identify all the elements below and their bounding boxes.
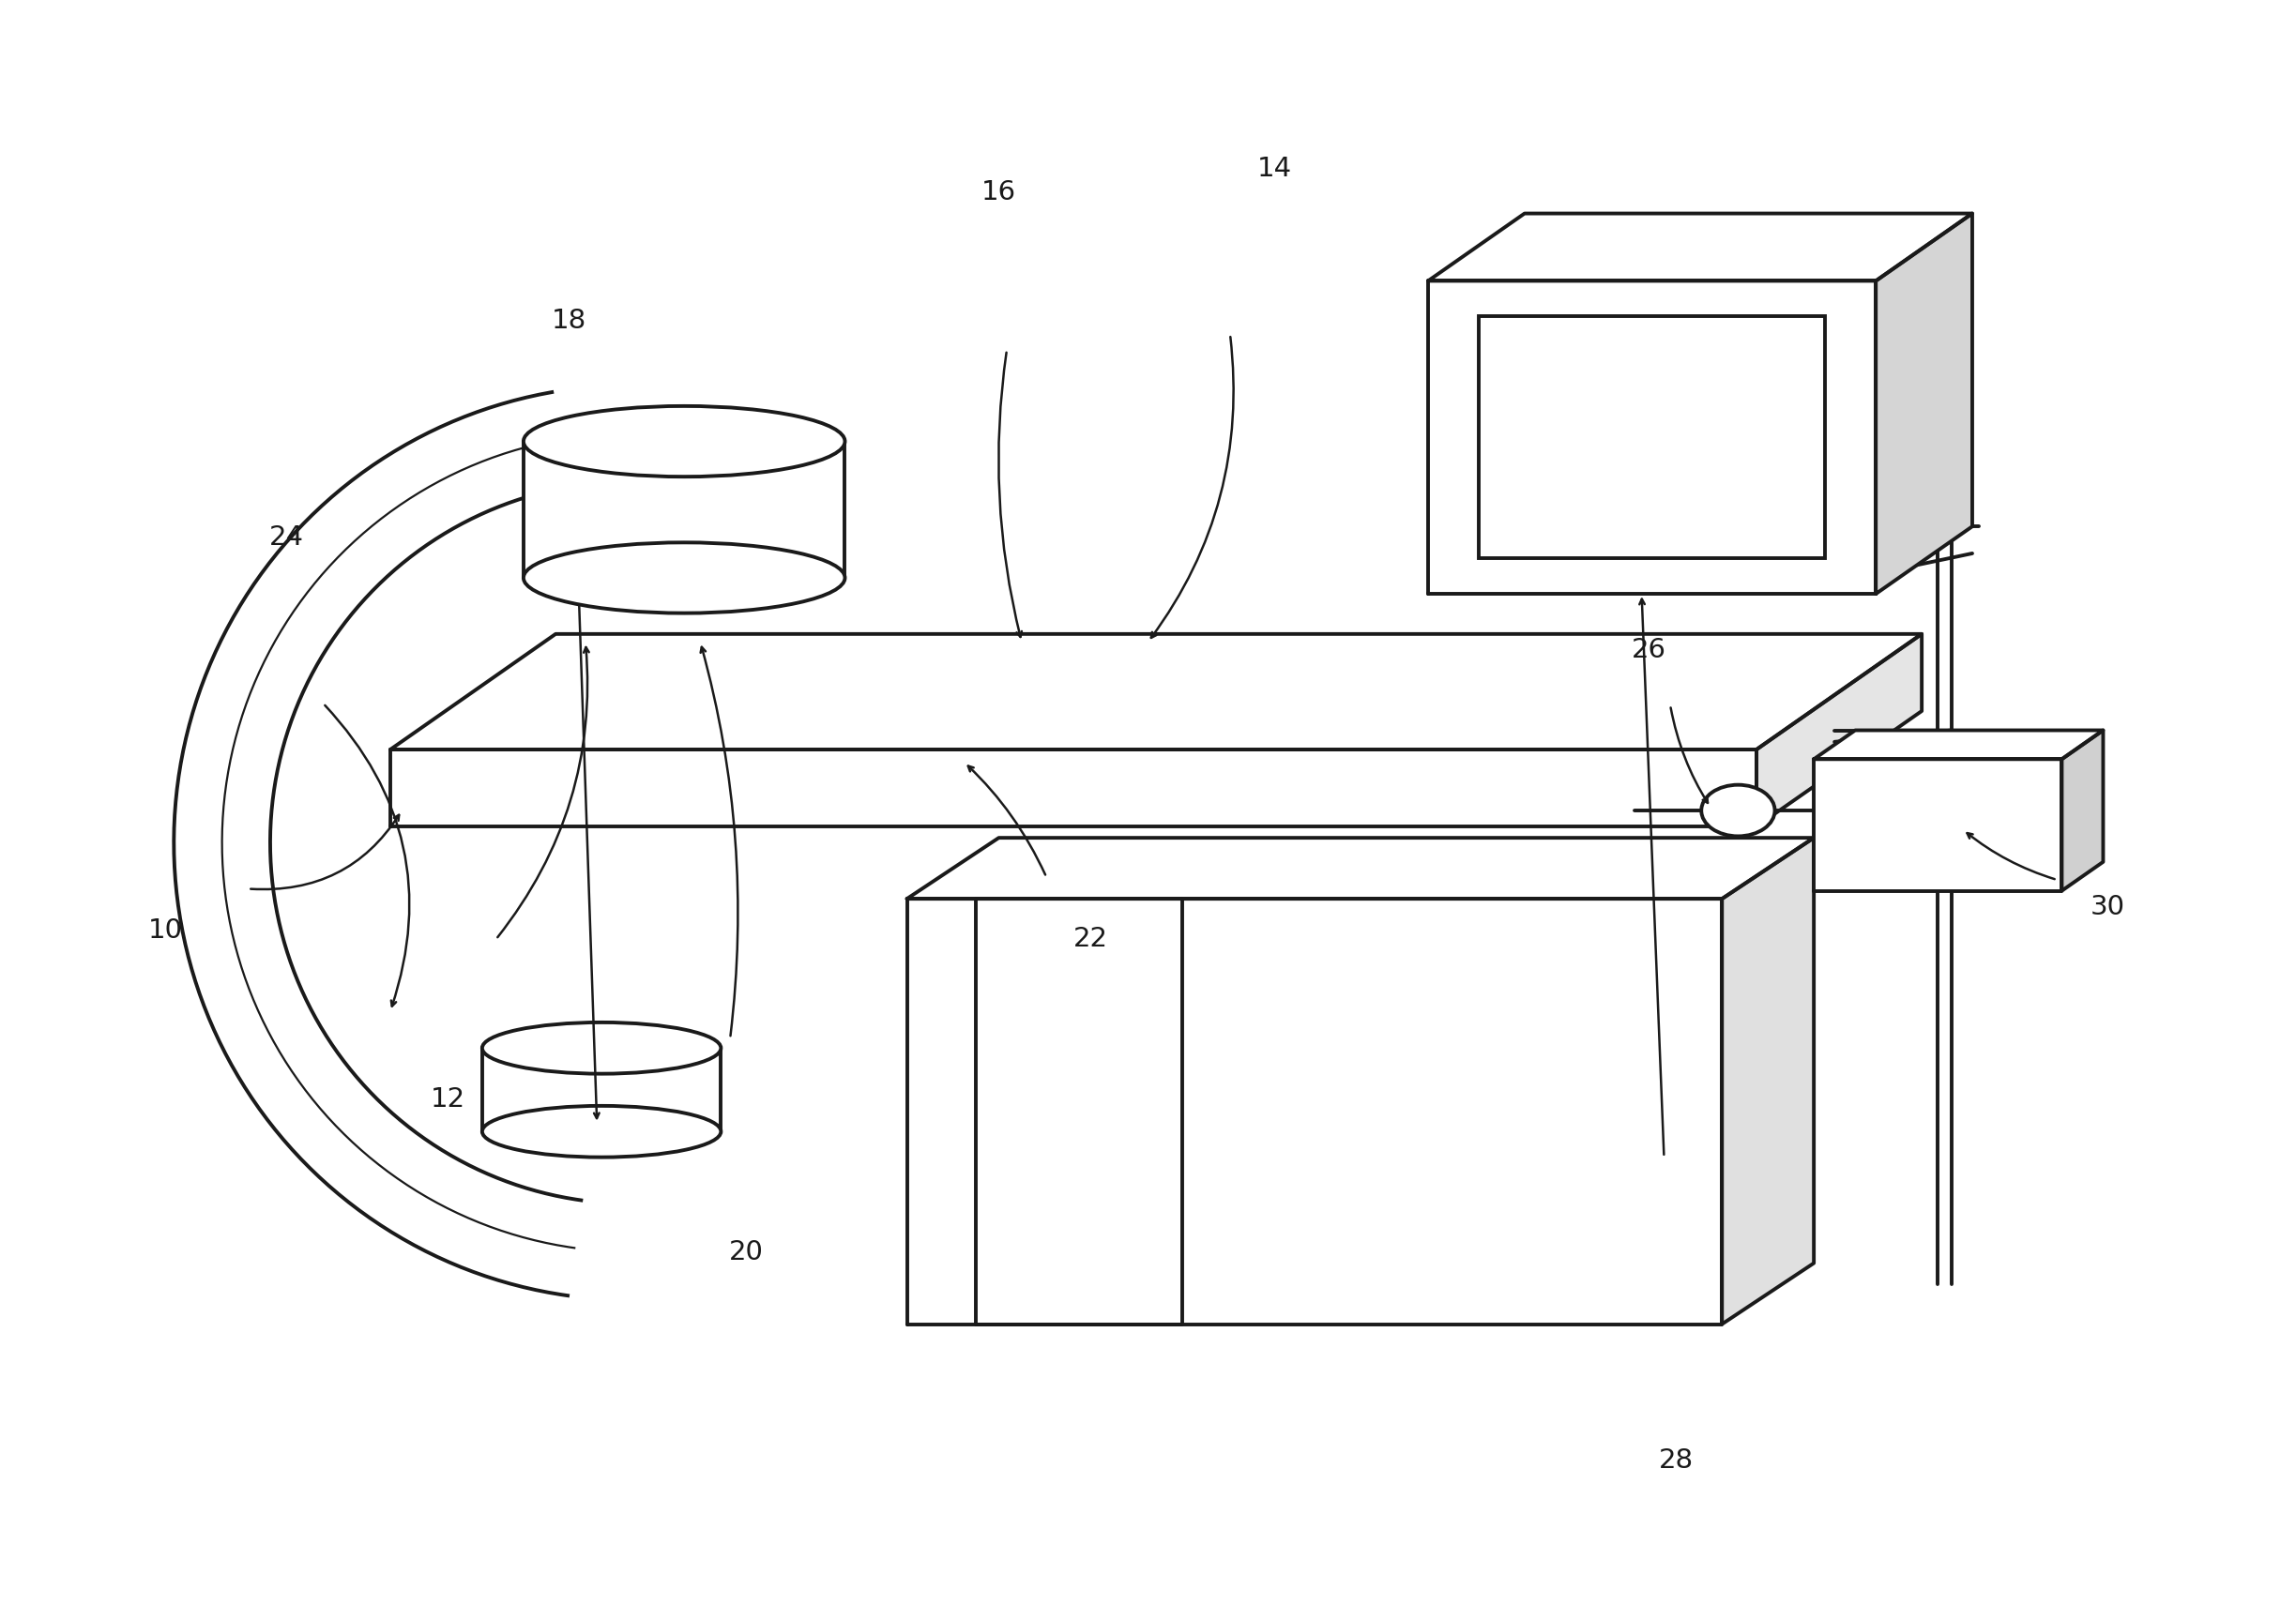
Text: 30: 30 — [2089, 894, 2126, 920]
Polygon shape — [1428, 213, 1972, 281]
Text: 16: 16 — [980, 180, 1017, 205]
Polygon shape — [1876, 213, 1972, 594]
Polygon shape — [907, 838, 1814, 899]
Polygon shape — [976, 899, 1182, 1324]
Text: 14: 14 — [1256, 156, 1293, 181]
Text: 22: 22 — [1072, 926, 1109, 952]
Polygon shape — [1722, 838, 1814, 1324]
Text: 28: 28 — [1658, 1448, 1694, 1473]
Ellipse shape — [523, 406, 845, 477]
Polygon shape — [482, 1048, 721, 1132]
Text: 18: 18 — [551, 308, 588, 334]
Text: 12: 12 — [429, 1087, 466, 1112]
Polygon shape — [390, 634, 1922, 750]
Polygon shape — [523, 441, 845, 578]
Polygon shape — [1756, 634, 1922, 827]
Polygon shape — [390, 750, 1756, 827]
Polygon shape — [1814, 730, 2103, 759]
Text: 20: 20 — [728, 1239, 765, 1265]
Ellipse shape — [482, 1106, 721, 1157]
Bar — [1479, 316, 1825, 559]
Polygon shape — [1428, 281, 1876, 594]
Polygon shape — [2062, 730, 2103, 891]
Circle shape — [1701, 785, 1775, 836]
Text: 26: 26 — [1630, 637, 1667, 663]
Ellipse shape — [482, 1022, 721, 1074]
Polygon shape — [174, 392, 581, 1295]
Text: 24: 24 — [269, 525, 305, 551]
Ellipse shape — [523, 542, 845, 613]
Polygon shape — [907, 899, 1722, 1324]
Polygon shape — [1814, 759, 2062, 891]
Text: 10: 10 — [147, 918, 184, 944]
